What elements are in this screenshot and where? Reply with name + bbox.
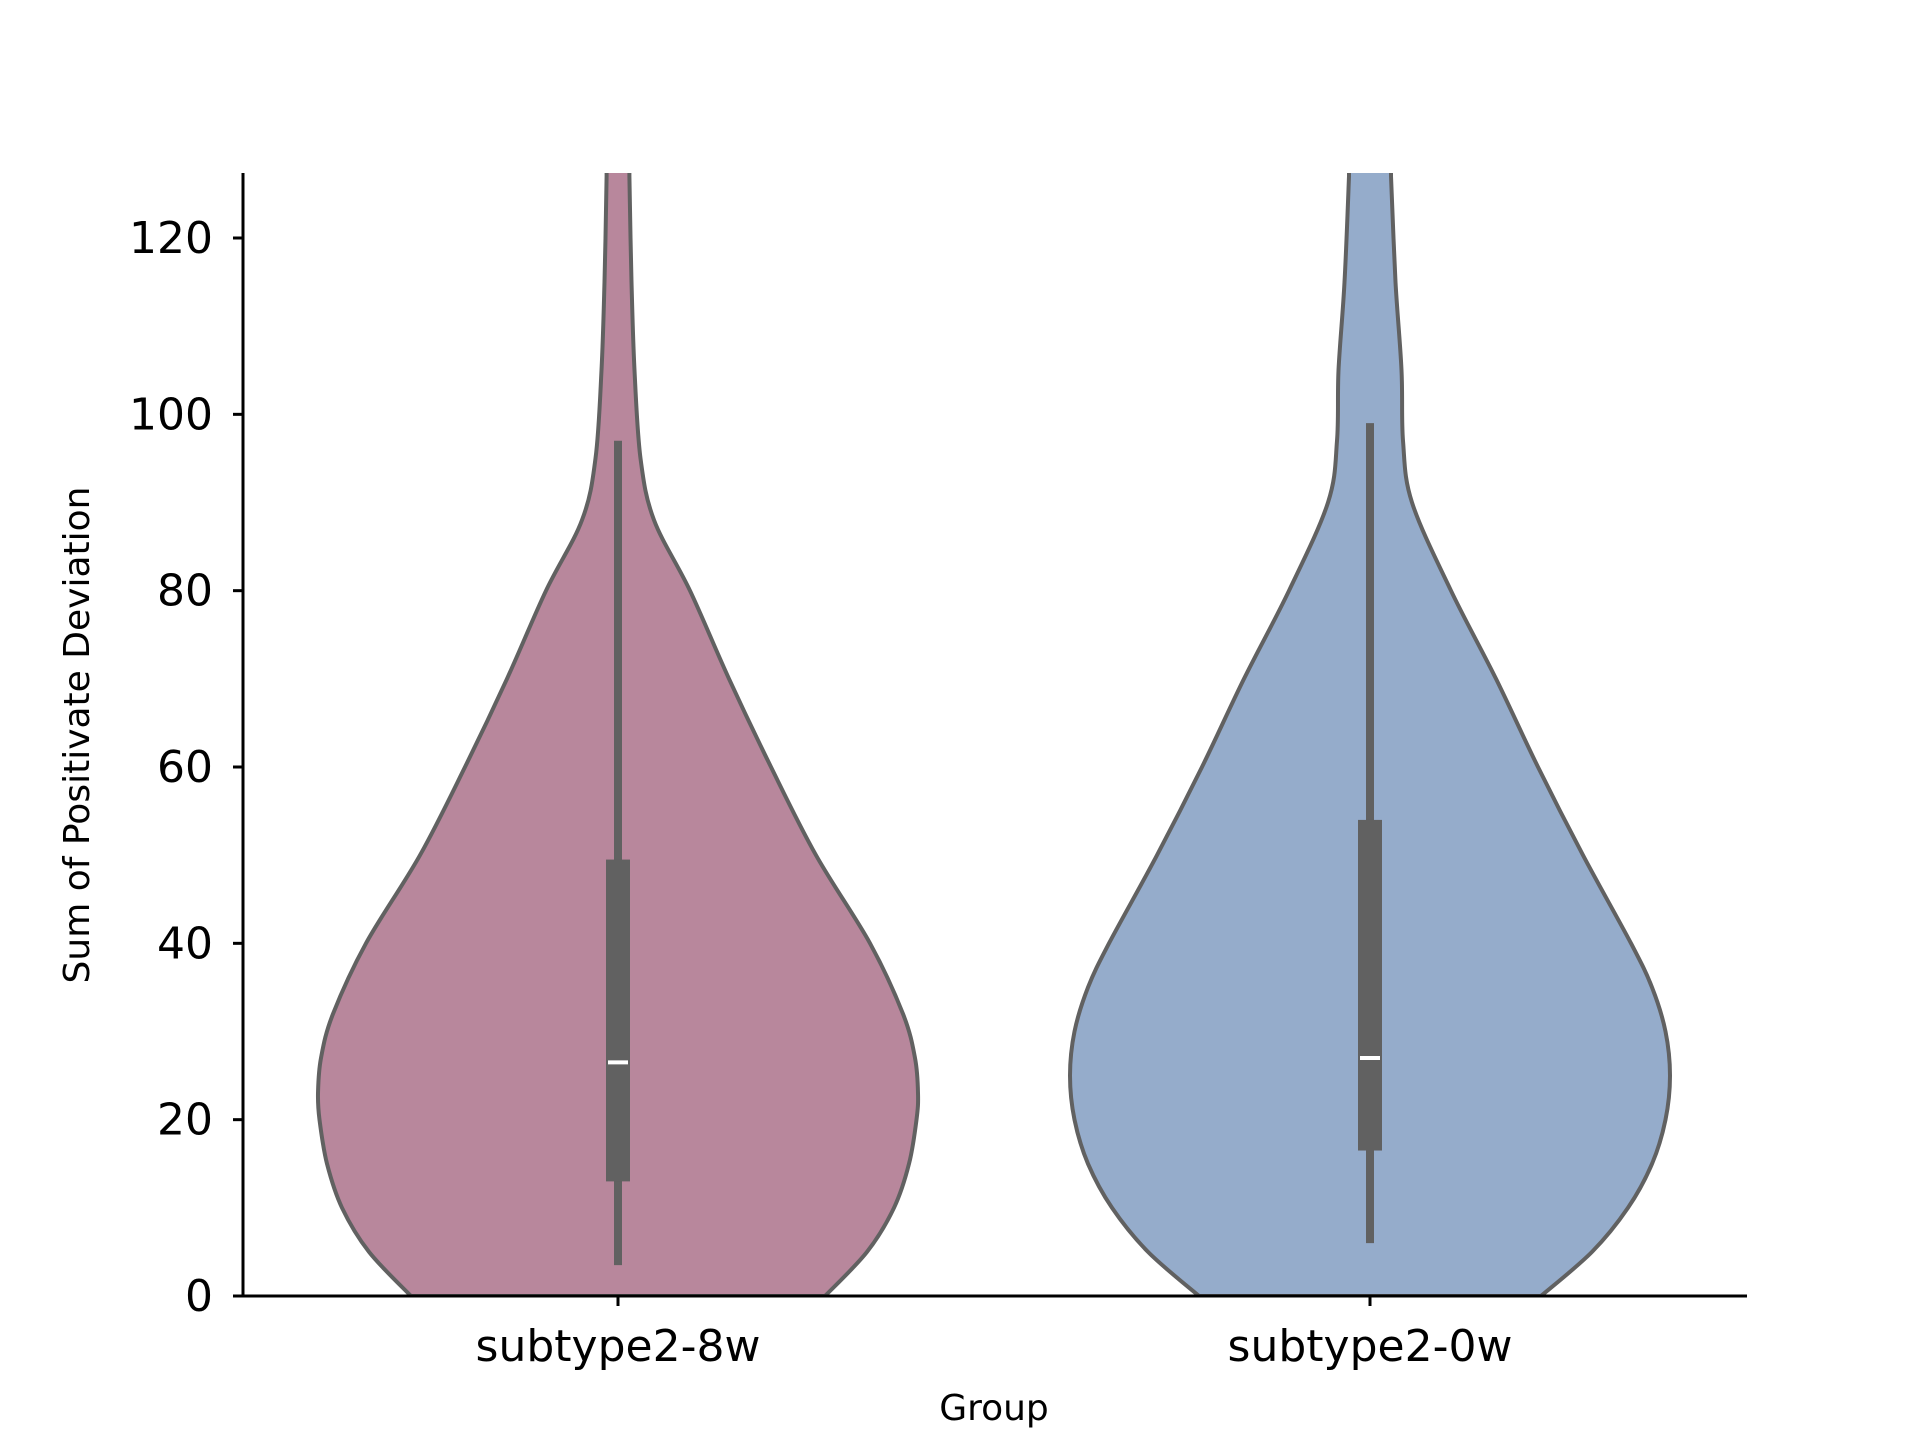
y-axis-ticks: 0 20 40 60 80 100 120 <box>129 213 243 1322</box>
y-axis-title: Sum of Positivate Deviation <box>57 487 98 984</box>
violin-iqr-box <box>606 859 630 1182</box>
violin-group <box>315 173 1673 1296</box>
y-tick-label: 60 <box>157 742 213 793</box>
violin-iqr-box <box>1358 819 1382 1151</box>
y-tick-label: 0 <box>185 1271 213 1322</box>
y-tick-label: 80 <box>157 566 213 617</box>
y-tick-label: 100 <box>129 389 213 440</box>
x-tick-label: subtype2-8w <box>476 1321 761 1372</box>
x-tick-label: subtype2-0w <box>1228 1321 1513 1372</box>
x-axis-title: Group <box>939 1388 1049 1429</box>
y-tick-label: 20 <box>157 1095 213 1146</box>
y-tick-label: 40 <box>157 918 213 969</box>
violins-layer <box>315 173 1673 1296</box>
y-tick-label: 120 <box>129 213 213 264</box>
x-axis-ticks: subtype2-8w subtype2-0w <box>476 1296 1513 1372</box>
